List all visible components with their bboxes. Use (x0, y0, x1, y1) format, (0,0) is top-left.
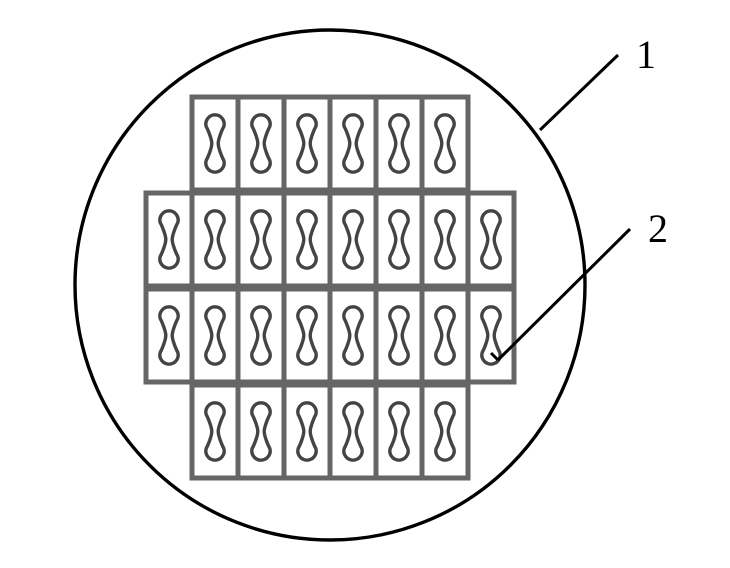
die-cell-outline (422, 97, 468, 190)
die-cell (192, 289, 238, 382)
callout-2-label: 2 (648, 206, 668, 251)
die-cell (238, 289, 284, 382)
die-cell-outline (422, 193, 468, 286)
die-cell-outline (284, 97, 330, 190)
die-cell-outline (238, 289, 284, 382)
die-cell-outline (376, 385, 422, 478)
die-cell-outline (376, 289, 422, 382)
die-cell-outline (330, 193, 376, 286)
die-cell (238, 97, 284, 190)
die-cell-outline (468, 193, 514, 286)
die-cell (192, 193, 238, 286)
die-cell-outline (284, 385, 330, 478)
die-grid (146, 97, 514, 478)
die-cell-outline (146, 193, 192, 286)
die-cell (468, 193, 514, 286)
die-cell-outline (330, 97, 376, 190)
die-cell-outline (468, 289, 514, 382)
die-cell-outline (376, 193, 422, 286)
die-cell (284, 289, 330, 382)
die-cell-outline (330, 385, 376, 478)
die-cell (422, 385, 468, 478)
die-cell (376, 385, 422, 478)
die-cell-outline (422, 385, 468, 478)
die-cell (376, 97, 422, 190)
die-cell (330, 97, 376, 190)
die-cell (238, 193, 284, 286)
die-cell (284, 385, 330, 478)
die-cell (284, 193, 330, 286)
die-cell (330, 385, 376, 478)
die-cell-outline (146, 289, 192, 382)
die-cell-outline (284, 289, 330, 382)
die-cell (146, 193, 192, 286)
die-cell-outline (192, 385, 238, 478)
die-cell (422, 97, 468, 190)
callout-1-label: 1 (636, 32, 656, 77)
die-cell-outline (330, 289, 376, 382)
die-cell (422, 289, 468, 382)
die-cell-outline (376, 97, 422, 190)
die-cell (284, 97, 330, 190)
die-cell (192, 97, 238, 190)
die-cell (192, 385, 238, 478)
die-cell-outline (284, 193, 330, 286)
die-cell-outline (192, 193, 238, 286)
die-cell (330, 289, 376, 382)
die-cell-outline (422, 289, 468, 382)
die-cell-outline (192, 97, 238, 190)
die-cell-outline (192, 289, 238, 382)
die-cell (146, 289, 192, 382)
die-cell (238, 385, 284, 478)
die-cell-outline (238, 193, 284, 286)
die-cell (468, 289, 514, 382)
die-cell (376, 289, 422, 382)
die-cell (330, 193, 376, 286)
die-cell (376, 193, 422, 286)
die-cell-outline (238, 97, 284, 190)
die-cell-outline (238, 385, 284, 478)
die-cell (422, 193, 468, 286)
